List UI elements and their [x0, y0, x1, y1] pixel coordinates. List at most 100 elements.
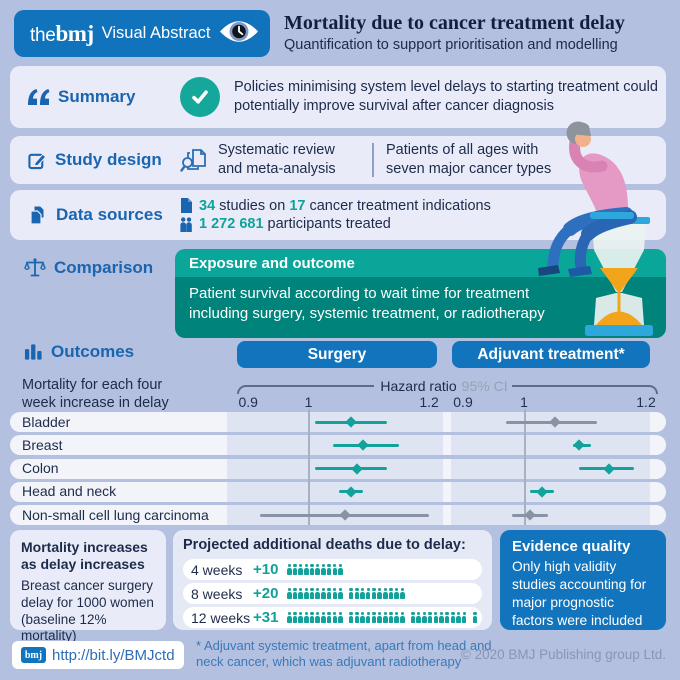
- person-icon: [371, 611, 377, 624]
- search-documents-icon: [180, 149, 206, 172]
- ci-bar: [314, 467, 387, 471]
- person-icon: [383, 611, 388, 624]
- plot-strip: [227, 481, 443, 502]
- axis-bracket-left: [237, 385, 374, 394]
- bmj-wordmark: thebmj: [30, 20, 94, 46]
- copyright-text: © 2020 BMJ Publishing group Ltd.: [460, 647, 666, 662]
- person-icon: [456, 611, 461, 624]
- person-icon: [388, 611, 394, 624]
- person-icon: [410, 611, 416, 624]
- person-icon: [365, 587, 371, 600]
- plot-strip: [451, 505, 650, 526]
- pictograph-rows: 4 weeks +10 8 weeks +20 12 weeks +31: [183, 559, 482, 628]
- hr-point-diamond: [548, 416, 561, 428]
- outcome-row-label: Head and neck: [22, 483, 117, 500]
- outcome-row: Head and neck: [10, 481, 666, 502]
- person-icon: [304, 611, 309, 624]
- person-icon: [348, 611, 354, 624]
- pencil-icon: [28, 153, 47, 169]
- person-icon: [433, 611, 439, 624]
- person-icon: [326, 587, 332, 600]
- bitly-link-pill[interactable]: bmj http://bit.ly/BMJctd: [12, 641, 184, 669]
- plot-strip: [227, 412, 443, 432]
- outcome-row: Breast: [10, 435, 666, 456]
- person-icon: [315, 563, 320, 576]
- person-icon: [365, 611, 371, 624]
- person-icon-group: [410, 611, 468, 624]
- plot-strip: [451, 458, 650, 479]
- person-icon: [338, 587, 343, 600]
- page-subtitle: Quantification to support prioritisation…: [284, 37, 618, 53]
- person-icon: [422, 611, 427, 624]
- hr-point-diamond: [357, 439, 369, 451]
- axis-tick: 1: [520, 394, 528, 410]
- person-icon: [326, 563, 332, 576]
- forest-plot-caption: Mortality for each four week increase in…: [22, 377, 169, 412]
- comparison-section-label: Comparison: [24, 258, 153, 278]
- plot-strip: [227, 435, 443, 456]
- summary-section-label: Summary: [28, 87, 180, 107]
- person-icon: [309, 611, 315, 624]
- data-sources-card: Data sources 34 studies on 17 cancer tre…: [10, 190, 666, 240]
- person-icon: [338, 563, 343, 576]
- person-icon: [332, 587, 338, 600]
- adjuvant-column-header: Adjuvant treatment*: [452, 341, 650, 368]
- person-icon: [400, 611, 405, 624]
- outcome-row-label: Breast: [22, 436, 63, 453]
- hr-point-diamond: [339, 509, 351, 521]
- scales-icon: [24, 258, 46, 277]
- hr-point-diamond: [351, 462, 363, 475]
- outcomes-section-label: Outcomes: [24, 342, 134, 362]
- ci-label: 95% CI: [461, 378, 508, 394]
- outcome-row-label: Bladder: [22, 413, 71, 430]
- person-icon: [360, 587, 365, 600]
- gridline-hr1-surgery: [308, 409, 310, 525]
- person-icon: [309, 563, 315, 576]
- study-design-section-label: Study design: [28, 150, 180, 170]
- person-icon: [298, 611, 303, 624]
- hr-point-diamond: [524, 509, 536, 521]
- person-icon-group: [287, 611, 344, 624]
- person-icon: [309, 587, 315, 600]
- deaths-row: 12 weeks +31: [183, 607, 482, 628]
- person-icon: [371, 587, 377, 600]
- data-sources-section-label: Data sources: [28, 205, 180, 225]
- person-icon: [332, 611, 338, 624]
- page-title: Mortality due to cancer treatment delay: [284, 12, 625, 34]
- deaths-row-value: +31: [253, 609, 279, 626]
- person-icon: [321, 587, 326, 600]
- person-icon: [292, 611, 298, 624]
- person-icon-group: [348, 611, 406, 624]
- documents-icon: [30, 205, 45, 225]
- person-icon-group: [287, 587, 344, 600]
- axis-ticks-adjuvant: 0.9 1 1.2: [452, 394, 658, 410]
- person-hourglass-illustration: [538, 121, 653, 336]
- participants-line: 1 272 681 participants treated: [180, 215, 491, 233]
- adjuvant-footnote: * Adjuvant systemic treatment, apart fro…: [196, 638, 492, 670]
- bitly-link[interactable]: http://bit.ly/BMJctd: [52, 646, 175, 664]
- document-icon: [181, 198, 192, 214]
- axis-caption: Hazard ratio 95% CI: [376, 378, 512, 394]
- evidence-quality-title: Evidence quality: [512, 538, 631, 555]
- header-titles: Mortality due to cancer treatment delay …: [284, 12, 670, 53]
- plot-strip: [451, 481, 650, 502]
- mortality-increase-card: Mortality increases as delay increases B…: [10, 530, 166, 643]
- hr-point-diamond: [573, 439, 585, 451]
- hazard-ratio-label: Hazard ratio: [380, 378, 457, 394]
- axis-ticks-surgery: 0.9 1 1.2: [237, 394, 443, 410]
- bar-chart-icon: [24, 344, 42, 360]
- deaths-row: 8 weeks +20: [183, 583, 482, 604]
- surgery-column-header: Surgery: [237, 341, 437, 368]
- person-icon: [292, 587, 298, 600]
- axis-bracket-right: [512, 385, 658, 394]
- person-icon: [394, 611, 399, 624]
- forest-rows: Bladder Breast Colon Head and neck Non-small…: [10, 409, 666, 529]
- gridline-hr1-adjuvant: [524, 409, 526, 525]
- participants-icon: [180, 216, 192, 232]
- eye-clock-icon: [218, 18, 260, 50]
- person-icon: [332, 563, 338, 576]
- projected-deaths-title: Projected additional deaths due to delay…: [183, 537, 466, 553]
- person-icon: [360, 611, 365, 624]
- hr-point-diamond: [536, 486, 548, 498]
- outcome-row: Bladder: [10, 412, 666, 432]
